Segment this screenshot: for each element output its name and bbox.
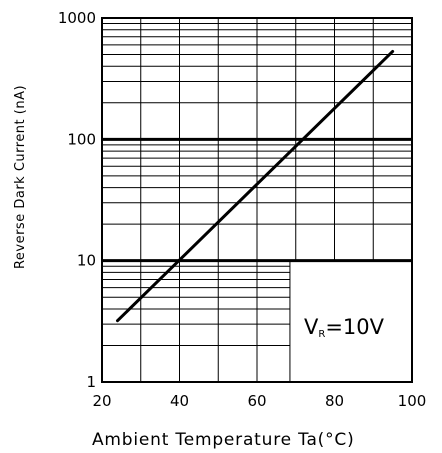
- x-tick-labels: 20 40 60 80 100: [92, 392, 426, 410]
- y-axis-label: Reverse Dark Current (nA): [13, 85, 28, 269]
- y-tick-labels: 1 10 100 1000: [58, 9, 96, 391]
- annotation-box: [289, 260, 413, 383]
- decade-lines: [102, 137, 412, 263]
- vr-annotation: VR=10V: [304, 315, 385, 340]
- series-line: [116, 49, 395, 323]
- y-tick-label: 1: [86, 373, 96, 391]
- x-tick-label: 100: [398, 392, 427, 410]
- annotation-subscript: R: [318, 329, 325, 340]
- x-tick-label: 40: [170, 392, 189, 410]
- x-tick-label: 80: [325, 392, 344, 410]
- y-tick-label: 10: [77, 252, 96, 270]
- y-tick-label: 100: [67, 130, 96, 148]
- x-tick-label: 60: [247, 392, 266, 410]
- x-axis-label: Ambient Temperature Ta(°C): [92, 430, 355, 450]
- annotation-main: V: [304, 315, 319, 339]
- y-tick-label: 1000: [58, 9, 96, 27]
- plot-frame: [101, 17, 413, 383]
- x-tick-label: 20: [92, 392, 111, 410]
- series-lines: [116, 49, 395, 323]
- annotation-rest: =10V: [325, 315, 384, 339]
